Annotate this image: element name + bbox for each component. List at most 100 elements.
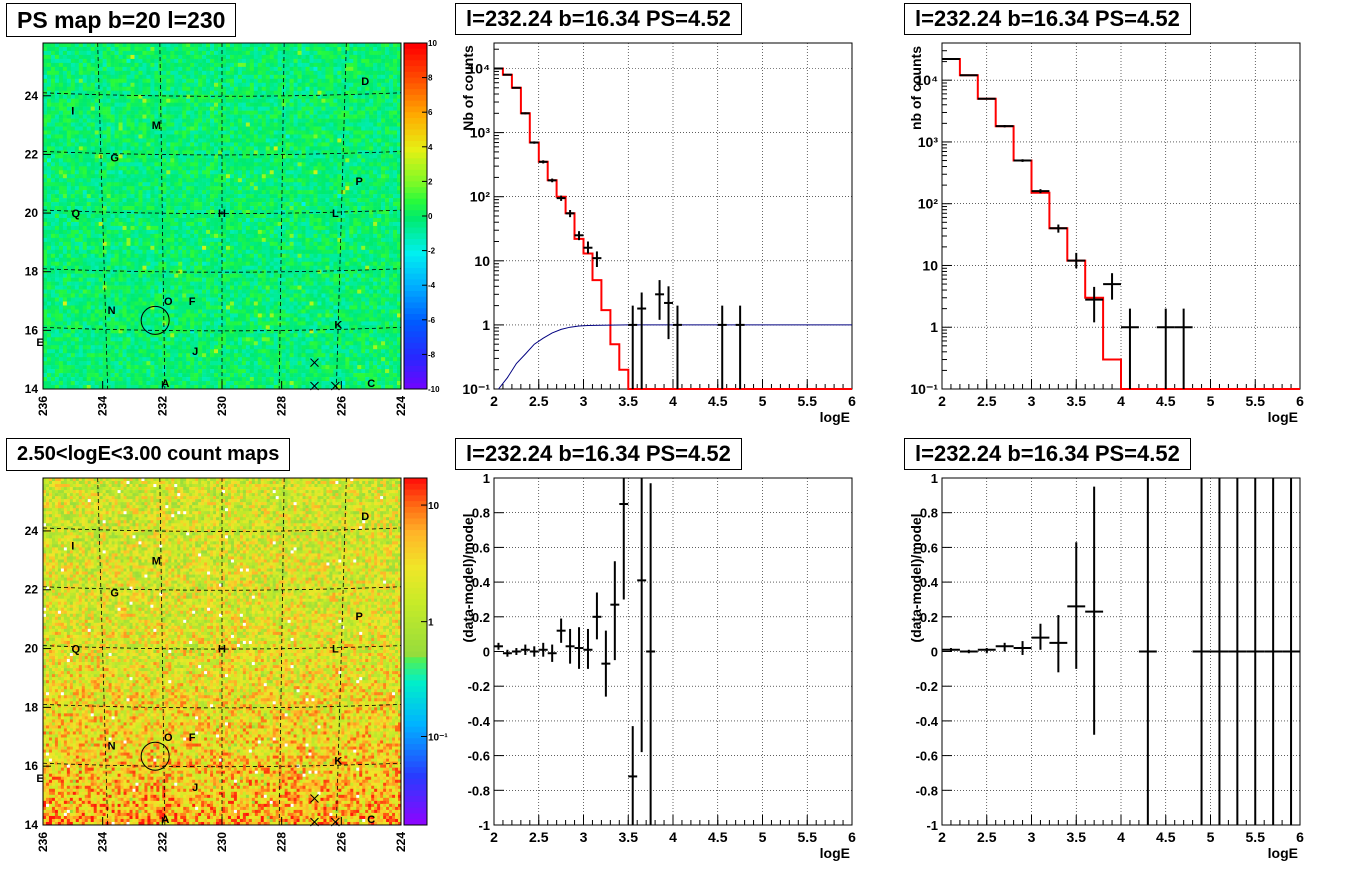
heatmap-cell [138, 194, 143, 199]
heatmap-cell [249, 94, 255, 99]
heatmap-cell [86, 198, 92, 203]
heatmap-cell [369, 82, 374, 88]
heatmap-cell [381, 134, 386, 139]
heatmap-cell [265, 170, 271, 175]
heatmap-cell [269, 138, 275, 143]
heatmap-cell [82, 126, 88, 131]
heatmap-cell [241, 206, 247, 211]
heatmap-cell [329, 225, 334, 231]
heatmap-cell [385, 178, 390, 183]
heatmap-cell [245, 74, 251, 80]
heatmap-cell [130, 50, 135, 56]
heatmap-cell [210, 50, 215, 56]
heatmap-cell [229, 206, 235, 211]
heatmap-cell [373, 66, 378, 72]
heatmap-cell [393, 102, 398, 107]
heatmap-cell [202, 66, 207, 72]
heatmap-cell [146, 210, 151, 215]
heatmap-cell [393, 94, 398, 99]
heatmap-cell [138, 214, 143, 219]
heatmap-cell [66, 94, 72, 99]
heatmap-cell [237, 217, 243, 223]
heatmap-cell [365, 134, 370, 139]
heatmap-cell [162, 210, 167, 215]
heatmap-cell [162, 253, 167, 259]
heatmap-cell [110, 126, 115, 131]
heatmap-cell [269, 245, 275, 251]
heatmap-cell [289, 98, 294, 103]
heatmap-cell [241, 146, 247, 151]
heatmap-cell [82, 122, 88, 127]
heatmap-cell [373, 162, 378, 167]
heatmap-cell [122, 154, 127, 159]
heatmap-cell [150, 186, 155, 191]
heatmap-cell [50, 214, 56, 219]
heatmap-cell [178, 257, 183, 263]
heatmap-cell [46, 202, 52, 207]
heatmap-cell [333, 62, 338, 68]
heatmap-cell [110, 194, 115, 199]
heatmap-cell [261, 166, 267, 171]
heatmap-cell [289, 198, 294, 203]
heatmap-cell [369, 221, 374, 227]
heatmap-cell [241, 126, 247, 131]
heatmap-cell [225, 82, 231, 88]
heatmap-cell [325, 54, 330, 60]
heatmap-cell [305, 70, 310, 76]
heatmap-cell [62, 186, 68, 191]
heatmap-cell [273, 110, 278, 115]
heatmap-cell [293, 206, 298, 211]
heatmap-cell [162, 142, 167, 147]
heatmap-cell [102, 74, 107, 80]
heatmap-cell [118, 225, 123, 231]
heatmap-cell [190, 50, 195, 56]
heatmap-cell [50, 170, 56, 175]
heatmap-cell [353, 54, 358, 60]
heatmap-cell [46, 162, 52, 167]
heatmap-cell [98, 74, 103, 80]
heatmap-cell [186, 58, 191, 64]
heatmap-cell [142, 257, 147, 263]
heatmap-cell [170, 90, 175, 95]
heatmap-cell [361, 166, 366, 171]
heatmap-cell [237, 206, 243, 211]
heatmap-cell [321, 178, 326, 183]
heatmap-cell [309, 249, 314, 255]
heatmap-cell [74, 102, 80, 107]
heatmap-cell [106, 233, 111, 239]
heatmap-cell [182, 98, 187, 103]
heatmap-cell [102, 245, 107, 251]
heatmap-cell [269, 202, 275, 207]
heatmap-cell [345, 158, 350, 163]
heatmap-cell [166, 162, 171, 167]
heatmap-cell [321, 50, 326, 56]
heatmap-cell [134, 245, 139, 251]
heatmap-cell [166, 217, 171, 223]
heatmap-cell [110, 162, 115, 167]
heatmap-cell [257, 237, 263, 243]
heatmap-cell [70, 70, 76, 76]
heatmap-cell [182, 50, 187, 56]
heatmap-cell [241, 225, 247, 231]
heatmap-cell [305, 166, 310, 171]
heatmap-cell [62, 46, 68, 52]
heatmap-cell [134, 70, 139, 76]
heatmap-cell [182, 206, 187, 211]
heatmap-cell [150, 178, 155, 183]
heatmap-cell [337, 198, 342, 203]
heatmap-cell [214, 221, 219, 227]
heatmap-cell [329, 186, 334, 191]
heatmap-cell [233, 233, 239, 239]
heatmap-cell [90, 46, 96, 52]
heatmap-cell [341, 202, 346, 207]
heatmap-cell [158, 154, 163, 159]
heatmap-cell [150, 210, 155, 215]
heatmap-cell [122, 261, 127, 267]
heatmap-cell [269, 86, 275, 92]
heatmap-cell [74, 162, 80, 167]
heatmap-cell [86, 43, 92, 48]
heatmap-cell [134, 261, 139, 267]
heatmap-cell [110, 214, 115, 219]
heatmap-cell [202, 249, 207, 255]
heatmap-cell [142, 194, 147, 199]
